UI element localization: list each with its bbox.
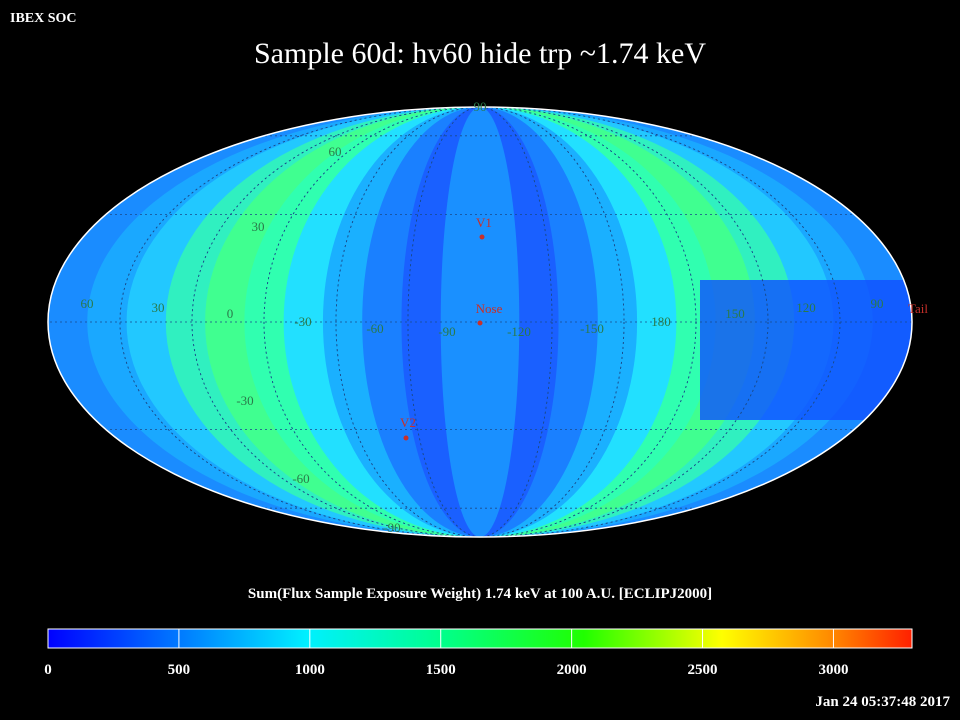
colorbar-tick-label: 0 bbox=[44, 662, 52, 678]
colorbar-tick-label: 2000 bbox=[557, 662, 587, 678]
longitude-label: -150 bbox=[580, 321, 604, 336]
longitude-label: 30 bbox=[152, 300, 165, 315]
colorbar-title: Sum(Flux Sample Exposure Weight) 1.74 ke… bbox=[248, 586, 712, 602]
longitude-label: -90 bbox=[438, 324, 455, 339]
marker bbox=[403, 435, 409, 441]
latitude-label: -60 bbox=[292, 471, 309, 486]
longitude-label: 60 bbox=[81, 296, 94, 311]
colorbar-tick-label: 500 bbox=[168, 662, 191, 678]
colorbar-tick-label: 1500 bbox=[426, 662, 456, 678]
sky-region bbox=[700, 280, 912, 420]
org: IBEX SOC bbox=[10, 11, 77, 26]
longitude-label: 90 bbox=[871, 296, 884, 311]
latitude-label: 30 bbox=[252, 219, 265, 234]
title: Sample 60d: hv60 hide trp ~1.74 keV bbox=[254, 37, 706, 70]
marker-label: Nose bbox=[476, 301, 503, 316]
marker-label: V1 bbox=[476, 215, 492, 230]
marker bbox=[477, 320, 483, 326]
longitude-label: 120 bbox=[796, 300, 816, 315]
longitude-label: -120 bbox=[507, 324, 531, 339]
latitude-label: 60 bbox=[329, 144, 342, 159]
longitude-label: -60 bbox=[366, 321, 383, 336]
timestamp: Jan 24 05:37:48 2017 bbox=[815, 694, 950, 710]
colorbar-tick-label: 2500 bbox=[688, 662, 718, 678]
marker-label: V2 bbox=[400, 415, 416, 430]
meridian bbox=[191, 107, 769, 537]
longitude-label: -30 bbox=[294, 314, 311, 329]
colorbar-tick-label: 3000 bbox=[818, 662, 848, 678]
marker bbox=[479, 234, 485, 240]
latitude-label: -30 bbox=[236, 393, 253, 408]
map-border bbox=[47, 106, 913, 538]
latitude-label: 90 bbox=[474, 99, 487, 114]
longitude-label: 180 bbox=[651, 314, 671, 329]
colorbar bbox=[47, 628, 913, 649]
colorbar-tick-label: 1000 bbox=[295, 662, 325, 678]
latitude-label: -90 bbox=[383, 520, 400, 535]
marker-label: Tail bbox=[908, 301, 928, 316]
longitude-label: 0 bbox=[227, 306, 234, 321]
meridian bbox=[335, 107, 625, 537]
longitude-label: 150 bbox=[725, 306, 745, 321]
